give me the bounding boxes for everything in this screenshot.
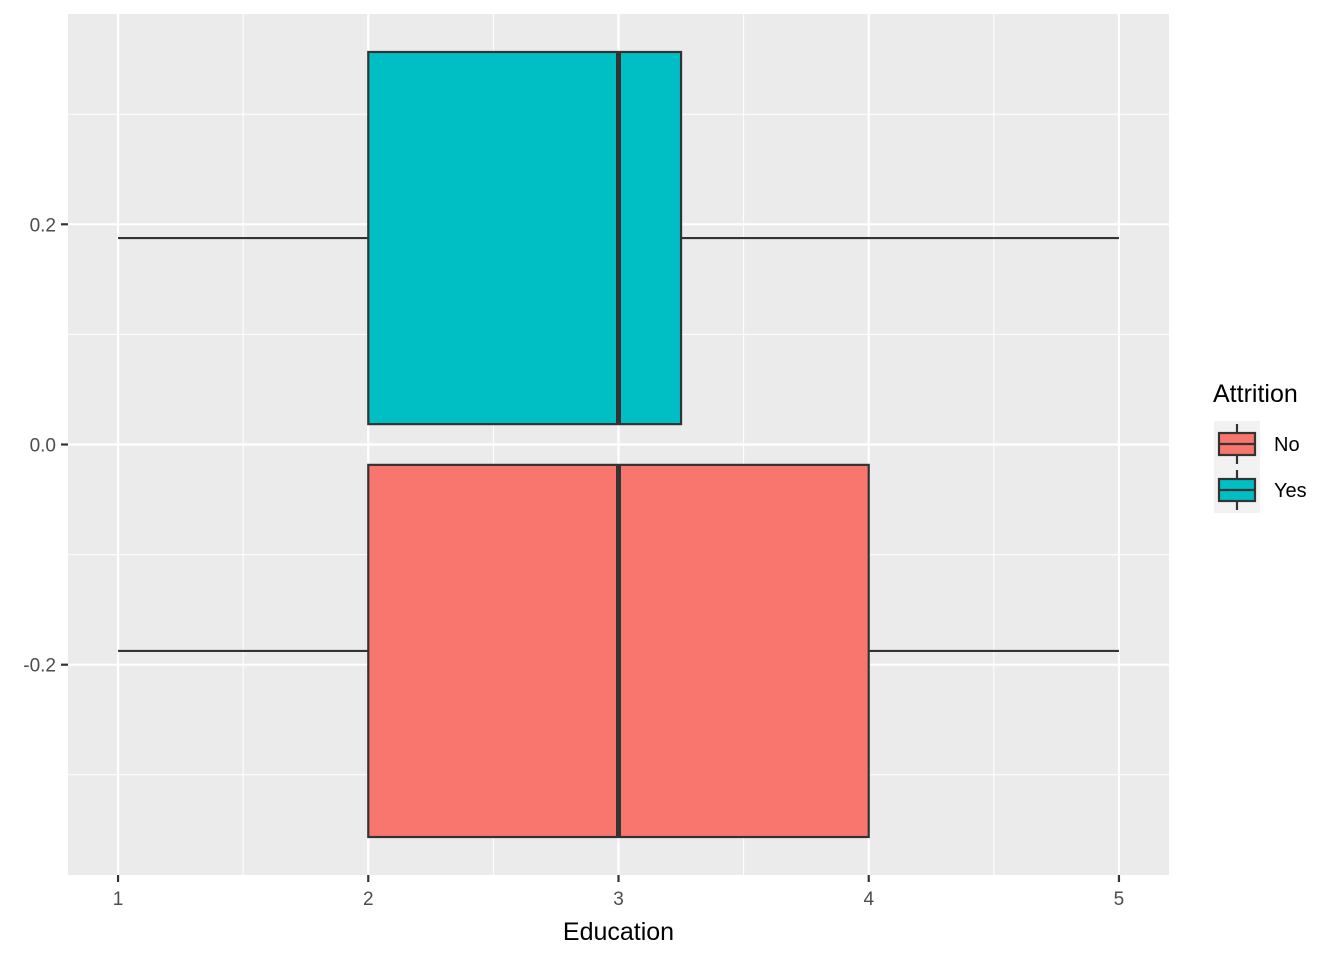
legend-item-yes: Yes — [1217, 470, 1307, 510]
legend-label: Yes — [1274, 480, 1307, 502]
box-yes — [118, 50, 1119, 426]
legend-item-no: No — [1217, 424, 1300, 464]
legend-label: No — [1274, 434, 1300, 456]
x-tick-label: 5 — [1114, 889, 1125, 910]
y-tick-label: 0.2 — [30, 215, 56, 236]
box-no — [118, 463, 1119, 839]
y-tick-label: -0.2 — [23, 656, 56, 677]
y-axis: -0.2 0.0 0.2 — [23, 215, 68, 677]
x-tick-label: 4 — [863, 889, 874, 910]
legend-title: Attrition — [1213, 380, 1298, 408]
x-axis: 1 2 3 4 5 — [113, 875, 1124, 910]
x-tick-label: 1 — [113, 889, 124, 910]
y-tick-label: 0.0 — [30, 436, 56, 457]
x-tick-label: 3 — [613, 889, 624, 910]
x-axis-title: Education — [563, 918, 674, 946]
boxes-layer — [118, 50, 1119, 839]
legend: Attrition No Yes — [1213, 380, 1307, 513]
box-iqr — [367, 50, 683, 426]
x-tick-label: 2 — [363, 889, 374, 910]
